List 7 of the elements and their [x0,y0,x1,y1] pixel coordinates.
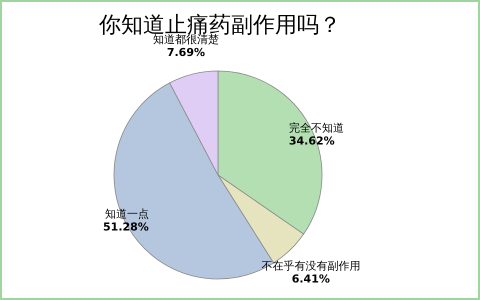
slice-label: 知道一点 [104,208,149,221]
data-label: 7.69% [166,46,206,59]
data-label: 34.62% [288,134,335,148]
slice-label: 完全不知道 [288,121,344,134]
slice-label: 不在乎有没有副作用 [261,260,360,273]
data-label: 51.28% [103,220,149,234]
data-label: 6.41% [292,272,330,286]
